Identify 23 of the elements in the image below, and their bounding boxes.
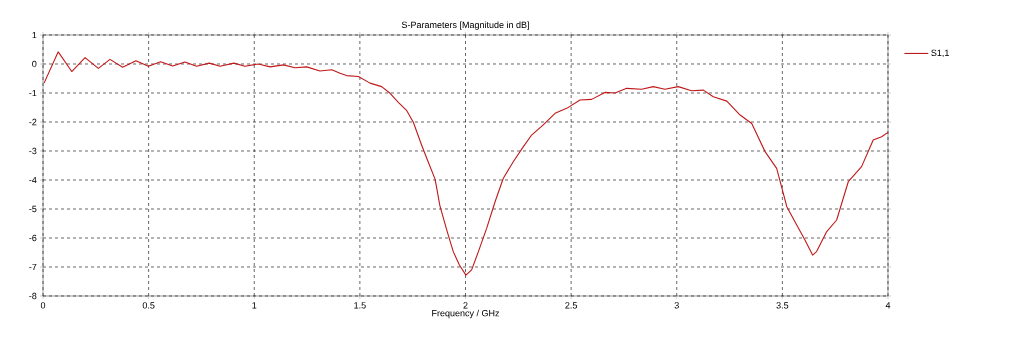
chart-title: S-Parameters [Magnitude in dB]: [401, 21, 529, 30]
x-tick-label: 1.5: [354, 302, 366, 309]
x-tick-label: 3: [674, 302, 679, 309]
y-tick-label: -6: [29, 234, 37, 242]
y-tick-label: -3: [29, 147, 37, 155]
y-tick-label: -5: [29, 205, 37, 213]
x-tick-label: 2: [463, 302, 468, 309]
x-axis-title: Frequency / GHz: [432, 309, 500, 319]
x-tick-label: 1: [252, 302, 257, 309]
y-tick-label: -4: [29, 176, 37, 184]
y-tick-label: -2: [29, 118, 37, 126]
x-tick-label: 4: [885, 302, 891, 309]
y-tick-label: -7: [29, 263, 37, 271]
y-tick-label: -8: [29, 292, 37, 300]
x-tick-label: 0.5: [142, 302, 155, 309]
line-series: [43, 51, 888, 276]
x-tick-label: 0: [40, 302, 46, 309]
legend-label: S1,1: [931, 49, 949, 58]
y-tick-label: 1: [32, 31, 37, 39]
x-tick-label: 3.5: [776, 302, 789, 309]
y-tick-label: -1: [29, 89, 37, 97]
x-tick-label: 2.5: [565, 302, 577, 309]
y-tick-label: 0: [32, 60, 37, 68]
